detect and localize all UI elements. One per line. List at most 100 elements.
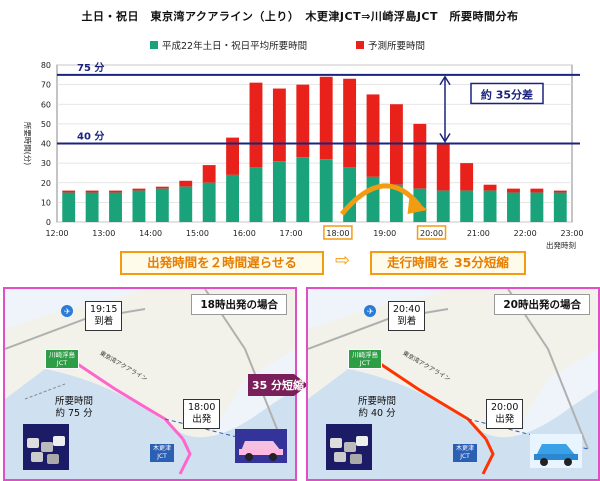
bar-forecast: [319, 76, 333, 160]
x-tick-label: 17:00: [280, 229, 303, 238]
map-right: ✈: [308, 289, 598, 479]
departure-label-left: 出発: [192, 414, 212, 425]
y-tick-label: 10: [41, 198, 51, 207]
x-tick-label: 22:00: [514, 229, 537, 238]
bar-forecast: [109, 190, 122, 193]
legend-label-forecast: 予測所要時間: [368, 41, 426, 52]
bar-forecast: [296, 84, 310, 158]
bar-average: [226, 174, 240, 222]
route-right: [369, 355, 488, 441]
bar-forecast: [132, 188, 146, 191]
bar-forecast: [553, 190, 567, 193]
x-tick-label: 15:00: [186, 229, 209, 238]
kisarazu-jct-left: 木更津 JCT: [150, 444, 175, 462]
legend-swatch-red: [356, 41, 364, 49]
y-axis-label: 所要時間(分): [23, 122, 33, 165]
panel-right-departure: 20:00 出発: [486, 399, 524, 429]
svg-text:✈: ✈: [64, 307, 71, 316]
bar-forecast: [483, 184, 497, 191]
x-tick-label: 12:00: [45, 229, 68, 238]
bar-forecast: [179, 180, 193, 187]
x-axis-label: 出発時刻: [546, 240, 576, 250]
bar-forecast: [226, 137, 240, 175]
bar-average: [85, 192, 99, 222]
bar-average: [272, 161, 286, 222]
bar-average: [109, 192, 122, 222]
departure-time-right: 20:00: [491, 402, 519, 413]
banner-right: 走行時間を 35分短縮: [370, 251, 526, 275]
x-tick-label: 21:00: [467, 229, 490, 238]
y-tick-label: 70: [41, 81, 51, 90]
shorten-arrow: [248, 374, 308, 396]
bar-average: [179, 186, 193, 222]
duration-label-left: 所要時間: [55, 396, 94, 407]
x-tick-label: 13:00: [92, 229, 115, 238]
bar-forecast: [436, 143, 450, 191]
kawasaki-jct-left: 川崎浮島 JCT: [45, 349, 79, 369]
legend-swatch-green: [150, 41, 158, 49]
bar-average: [62, 192, 76, 222]
diff-annotation: 約 35分差: [481, 87, 533, 101]
map-left: ✈: [5, 289, 295, 479]
bar-average: [483, 190, 497, 222]
bar-average: [460, 190, 474, 222]
panel-right-arrival: 20:40 到着: [388, 301, 426, 331]
x-tick-label: 20:00: [420, 229, 443, 238]
legend-label-average: 平成22年土日・祝日平均所要時間: [162, 41, 308, 52]
kisarazu-jct-right: 木更津 JCT: [453, 444, 478, 462]
duration-value-left: 約 75 分: [55, 408, 93, 419]
svg-text:✈: ✈: [367, 307, 374, 316]
y-tick-label: 0: [46, 218, 51, 227]
car-icon-left: [235, 429, 287, 463]
route-left: [66, 355, 185, 441]
kawasaki-jct-right: 川崎浮島 JCT: [348, 349, 382, 369]
arrival-time-right: 20:40: [393, 304, 421, 315]
bar-average: [436, 190, 450, 222]
shift-arrow-curve: [339, 183, 422, 216]
bar-forecast: [155, 186, 169, 189]
panel-right-title: 20時出発の場合: [494, 294, 590, 315]
y-tick-label: 20: [41, 179, 51, 188]
bar-forecast: [85, 190, 99, 193]
chart-title: 土日・祝日 東京湾アクアライン（上り） 木更津JCT⇒川崎浮島JCT 所要時間分…: [81, 10, 519, 23]
departure-time-left: 18:00: [188, 402, 216, 413]
panel-left-duration: 所要時間 約 75 分: [51, 394, 97, 422]
shift-arrow-head: [407, 196, 428, 214]
bar-average: [249, 167, 263, 222]
bar-forecast: [343, 78, 357, 168]
traffic-jam-icon-right: [326, 424, 372, 470]
arrival-label-right: 到着: [397, 316, 417, 327]
reference-line-label: 40 分: [77, 130, 104, 143]
car-icon-right: [530, 434, 582, 468]
y-tick-label: 30: [41, 159, 51, 168]
x-tick-label: 19:00: [373, 229, 396, 238]
x-tick-label: 16:00: [233, 229, 256, 238]
shorten-label: 35 分短縮: [251, 379, 305, 392]
bar-average: [366, 176, 380, 222]
bar-average: [319, 159, 333, 222]
bar-forecast: [366, 94, 380, 177]
bar-forecast: [249, 82, 263, 168]
legend-item-average: 平成22年土日・祝日平均所要時間: [150, 38, 307, 52]
bar-average: [389, 184, 403, 222]
banner-arrow-icon: ⇨: [335, 250, 351, 271]
bar-forecast: [202, 165, 216, 183]
diff-arrow-head-top: [439, 75, 451, 86]
bar-forecast: [272, 88, 286, 162]
arrival-label-left: 到着: [94, 316, 114, 327]
bar-average: [296, 157, 310, 222]
bar-average: [132, 190, 146, 222]
y-tick-label: 50: [41, 120, 51, 129]
departure-label-right: 出発: [495, 414, 515, 425]
traffic-jam-icon-left: [23, 424, 69, 470]
bar-average: [530, 192, 544, 222]
x-tick-label: 14:00: [139, 229, 162, 238]
bar-forecast: [530, 188, 544, 193]
duration-value-right: 約 40 分: [358, 408, 396, 419]
chart-svg: 0 10 20 30 40 50 60 70 80 所要時間(分) 75 分 40 分 12:00 13:…: [23, 61, 584, 250]
x-tick-highlight: [323, 225, 353, 240]
x-tick-label: 18:00: [326, 229, 349, 238]
panel-left-arrival: 19:15 到着: [85, 301, 123, 331]
bar-forecast: [507, 188, 520, 193]
diff-arrow-head-bottom: [439, 133, 451, 143]
